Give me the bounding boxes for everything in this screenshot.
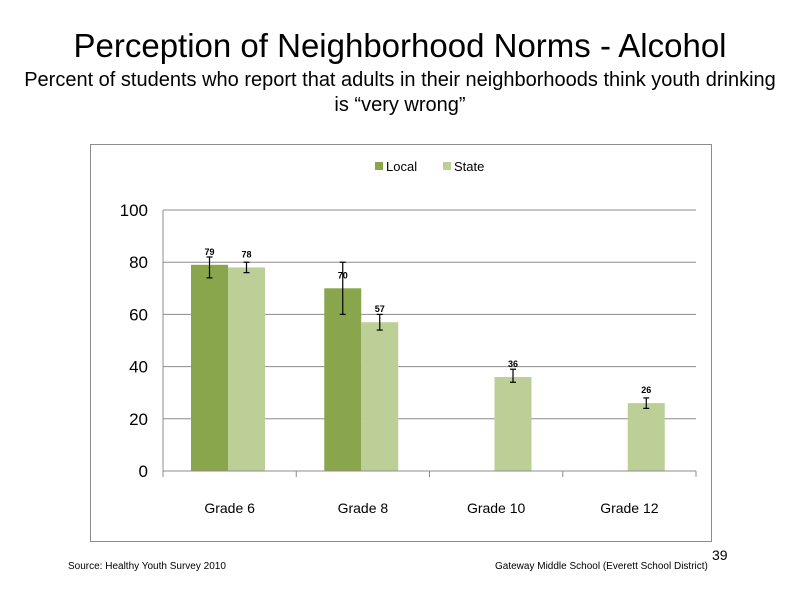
y-tick-label: 20 [129,410,148,429]
legend-swatch [375,162,383,170]
legend-swatch [443,162,451,170]
bar [627,403,665,471]
x-category-label: Grade 12 [600,500,659,516]
data-label: 70 [338,270,348,280]
x-category-label: Grade 8 [338,500,389,516]
bar [361,322,399,471]
legend-label: State [454,159,484,174]
bar [494,377,532,471]
x-category-label: Grade 10 [467,500,526,516]
source-note: Source: Healthy Youth Survey 2010 [68,561,226,572]
school-note: Gateway Middle School (Everett School Di… [495,561,708,572]
y-tick-label: 60 [129,305,148,324]
bar [228,267,265,471]
data-label: 36 [508,359,518,369]
legend-label: Local [386,159,417,174]
y-tick-label: 80 [129,253,148,272]
data-label: 57 [375,304,385,314]
slide-number: 39 [712,547,728,563]
y-tick-label: 0 [139,462,148,481]
data-label: 79 [204,247,214,257]
data-label: 26 [641,385,651,395]
bar [191,264,228,471]
slide-title: Perception of Neighborhood Norms - Alcoh… [73,27,727,64]
bar [324,288,362,471]
y-tick-label: 40 [129,358,148,377]
data-label: 78 [241,249,251,259]
x-category-label: Grade 6 [204,500,255,516]
y-tick-label: 100 [120,201,148,220]
slide-subtitle: Percent of students who report that adul… [24,69,776,116]
